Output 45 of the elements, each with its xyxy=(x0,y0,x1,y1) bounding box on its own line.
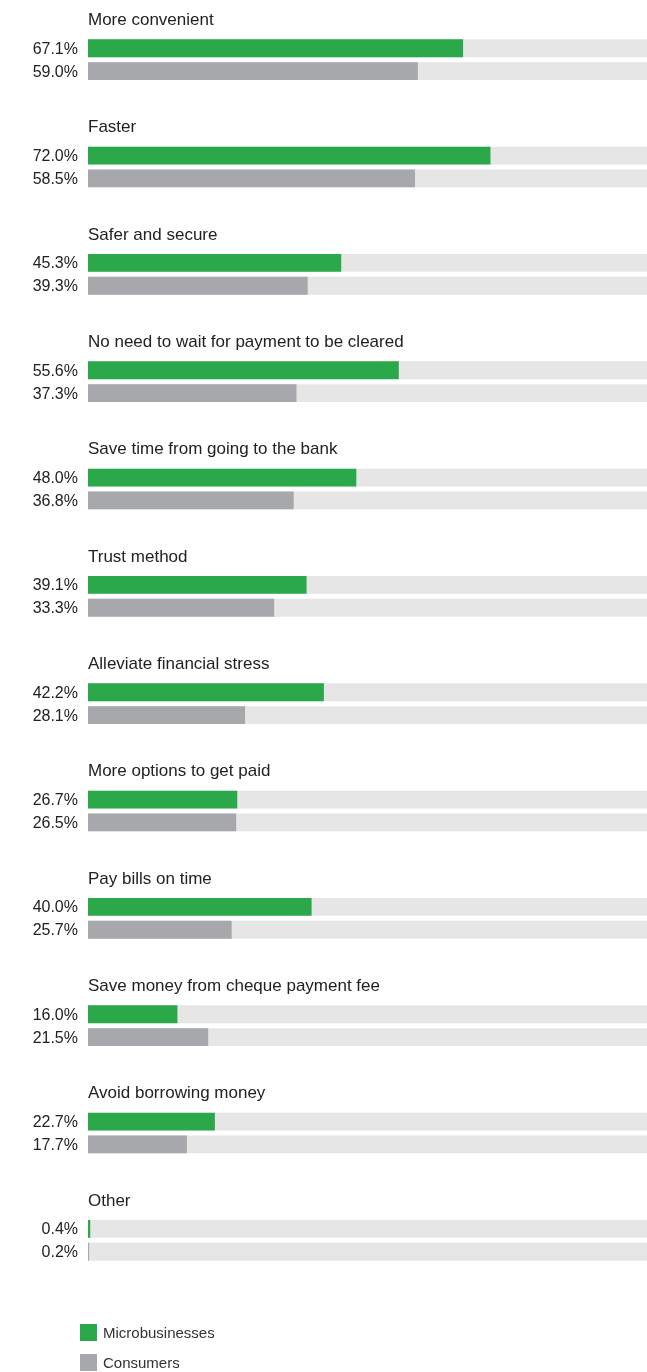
y-tick-label: Avoid borrowing money xyxy=(88,1083,266,1103)
data-label: 16.0% xyxy=(32,1005,78,1023)
y-tick-label: More options to get paid xyxy=(88,761,271,781)
y-tick-label: Faster xyxy=(88,117,137,137)
bar xyxy=(88,1135,187,1154)
bar xyxy=(88,1112,215,1131)
data-label: 72.0% xyxy=(32,146,78,164)
data-label: 67.1% xyxy=(32,39,78,57)
y-tick-label: Save time from going to the bank xyxy=(88,439,338,459)
data-label: 55.6% xyxy=(32,361,78,379)
data-label: 33.3% xyxy=(32,599,78,617)
data-label: 48.0% xyxy=(32,468,78,486)
y-tick-label: Pay bills on time xyxy=(88,868,212,888)
y-tick-label: Trust method xyxy=(88,546,188,566)
y-tick-label: No need to wait for payment to be cleared xyxy=(88,331,404,351)
data-label: 17.7% xyxy=(32,1135,78,1153)
y-tick-label: Other xyxy=(88,1190,131,1210)
data-label: 0.2% xyxy=(41,1243,78,1261)
legend-label: Microbusinesses xyxy=(103,1323,215,1341)
data-label: 26.5% xyxy=(32,813,78,831)
data-label: 45.3% xyxy=(32,254,78,272)
bar xyxy=(88,1028,209,1047)
data-label: 39.1% xyxy=(32,576,78,594)
bar xyxy=(88,790,238,809)
data-label: 26.7% xyxy=(32,790,78,808)
data-label: 0.4% xyxy=(41,1220,78,1238)
data-label: 28.1% xyxy=(32,706,78,724)
data-label: 25.7% xyxy=(32,921,78,939)
data-label: 36.8% xyxy=(32,491,78,509)
legend-label: Consumers xyxy=(103,1353,180,1371)
y-tick-label: More convenient xyxy=(88,9,214,29)
data-label: 59.0% xyxy=(32,62,78,80)
bar xyxy=(88,1219,91,1238)
data-label: 42.2% xyxy=(32,683,78,701)
data-label: 39.3% xyxy=(32,277,78,295)
y-tick-label: Alleviate financial stress xyxy=(88,653,270,673)
y-tick-label: Safer and secure xyxy=(88,224,218,244)
y-tick-label: Save money from cheque payment fee xyxy=(88,975,380,995)
data-label: 22.7% xyxy=(32,1112,78,1130)
data-label: 37.3% xyxy=(32,384,78,402)
data-label: 58.5% xyxy=(32,169,78,187)
data-label: 21.5% xyxy=(32,1028,78,1046)
bar xyxy=(88,813,237,832)
bar xyxy=(88,1005,178,1024)
data-label: 40.0% xyxy=(32,898,78,916)
